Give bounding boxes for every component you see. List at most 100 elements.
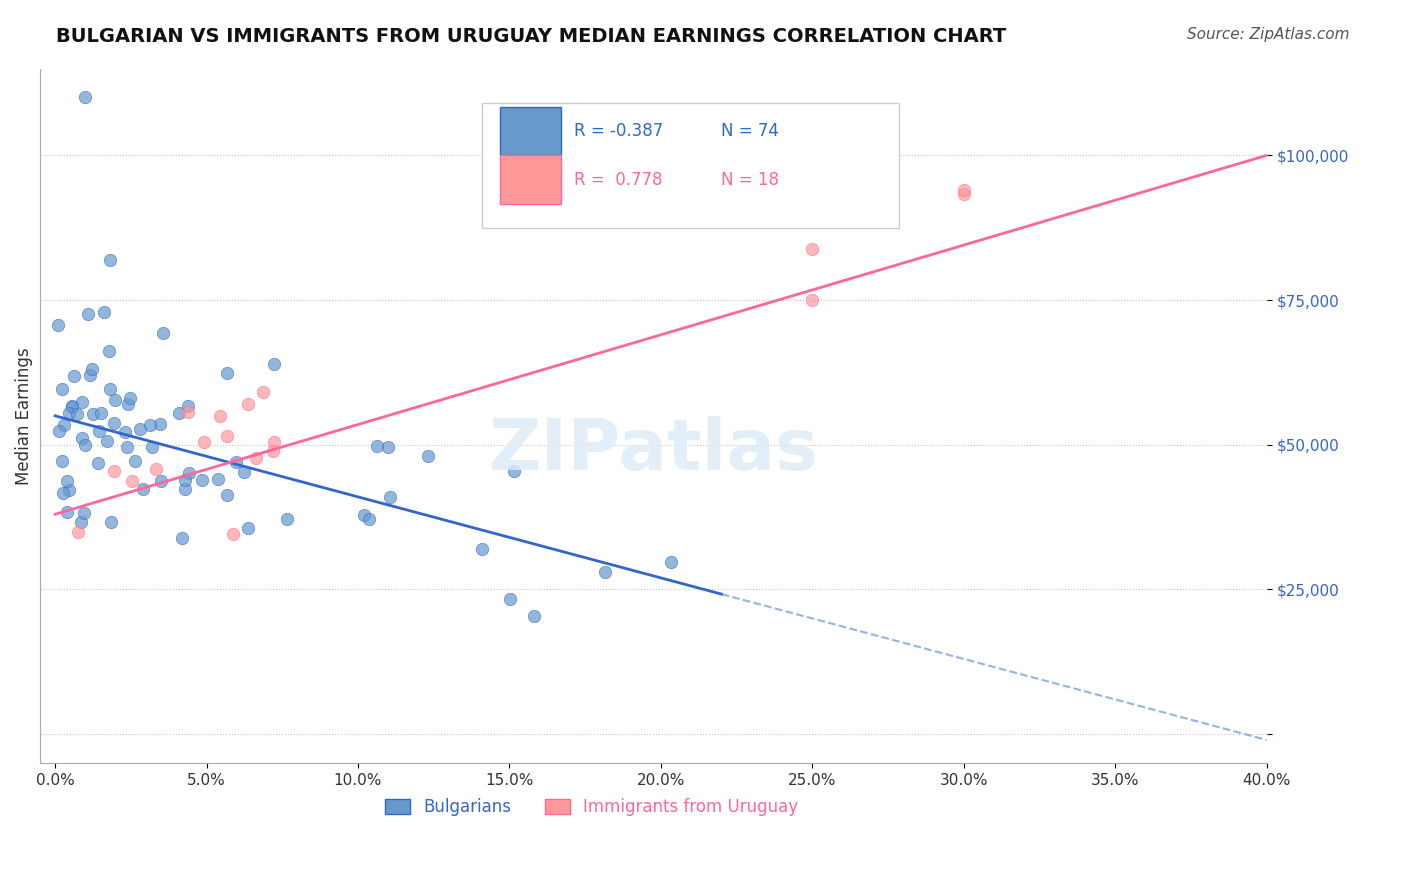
Point [207,472,229,486]
Point [233,466,256,480]
Point [215,488,238,502]
Point [58,406,80,420]
Text: N = 18: N = 18 [721,170,779,188]
Text: Source: ZipAtlas.com: Source: ZipAtlas.com [1187,27,1350,42]
Point [66,408,89,422]
Point [93,304,115,318]
Point [77,307,100,321]
Point [51,453,73,467]
Point [499,591,522,606]
Point [523,609,546,624]
Point [236,521,259,535]
FancyBboxPatch shape [501,155,561,204]
Point [145,462,167,476]
Point [98,252,121,267]
Text: R =  0.778: R = 0.778 [574,170,662,188]
Point [141,440,163,454]
Point [117,397,139,411]
Point [245,451,267,466]
Point [82,407,104,421]
Point [73,506,96,520]
Point [103,464,125,478]
Text: ZIPatlas: ZIPatlas [488,416,818,485]
Point [416,449,439,463]
Point [70,394,93,409]
Point [80,362,103,376]
Point [170,531,193,545]
Point [67,524,90,539]
Point [46,318,69,332]
Point [98,343,121,358]
Point [63,368,86,383]
Point [503,464,526,478]
Point [953,183,976,197]
Point [51,486,73,500]
FancyBboxPatch shape [501,107,561,155]
Text: BULGARIAN VS IMMIGRANTS FROM URUGUAY MEDIAN EARNINGS CORRELATION CHART: BULGARIAN VS IMMIGRANTS FROM URUGUAY MED… [56,27,1007,45]
Point [593,565,616,579]
Point [90,406,112,420]
Point [173,483,195,497]
Point [177,404,200,418]
Point [152,326,174,340]
Point [124,454,146,468]
Point [114,425,136,439]
Point [801,242,824,256]
Y-axis label: Median Earnings: Median Earnings [15,347,32,484]
Point [96,434,118,448]
Point [87,456,110,470]
Point [150,474,173,488]
Point [191,473,214,487]
Point [222,526,245,541]
Legend: Bulgarians, Immigrants from Uruguay: Bulgarians, Immigrants from Uruguay [377,789,807,824]
Point [115,440,138,454]
Point [60,400,83,414]
Point [131,483,153,497]
Point [58,483,80,497]
Point [263,357,285,371]
Point [225,455,247,469]
Point [53,418,76,433]
Point [48,424,70,438]
Point [263,434,285,449]
Point [98,382,121,396]
Point [56,474,79,488]
Point [801,293,824,307]
FancyBboxPatch shape [482,103,898,228]
Point [177,466,200,480]
Text: N = 74: N = 74 [721,122,779,140]
Point [174,473,197,487]
Point [121,474,143,488]
Point [89,425,111,439]
Point [100,516,122,530]
Point [118,391,141,405]
Point [380,491,402,505]
Point [353,508,375,522]
Point [366,439,388,453]
Point [51,382,73,396]
Point [103,416,125,430]
Point [176,400,198,414]
Point [276,512,298,526]
Point [217,366,239,380]
Point [129,422,152,436]
Point [471,541,494,556]
Point [167,406,190,420]
Point [661,555,683,569]
Point [55,504,77,518]
Point [217,429,239,443]
Point [252,385,274,400]
Point [60,399,83,413]
Point [953,186,976,201]
Point [262,443,284,458]
Text: R = -0.387: R = -0.387 [574,122,662,140]
Point [75,90,97,104]
Point [377,440,399,454]
Point [70,431,93,445]
Point [236,397,259,411]
Point [104,393,127,408]
Point [149,417,172,432]
Point [70,515,93,529]
Point [139,417,162,432]
Point [193,435,215,450]
